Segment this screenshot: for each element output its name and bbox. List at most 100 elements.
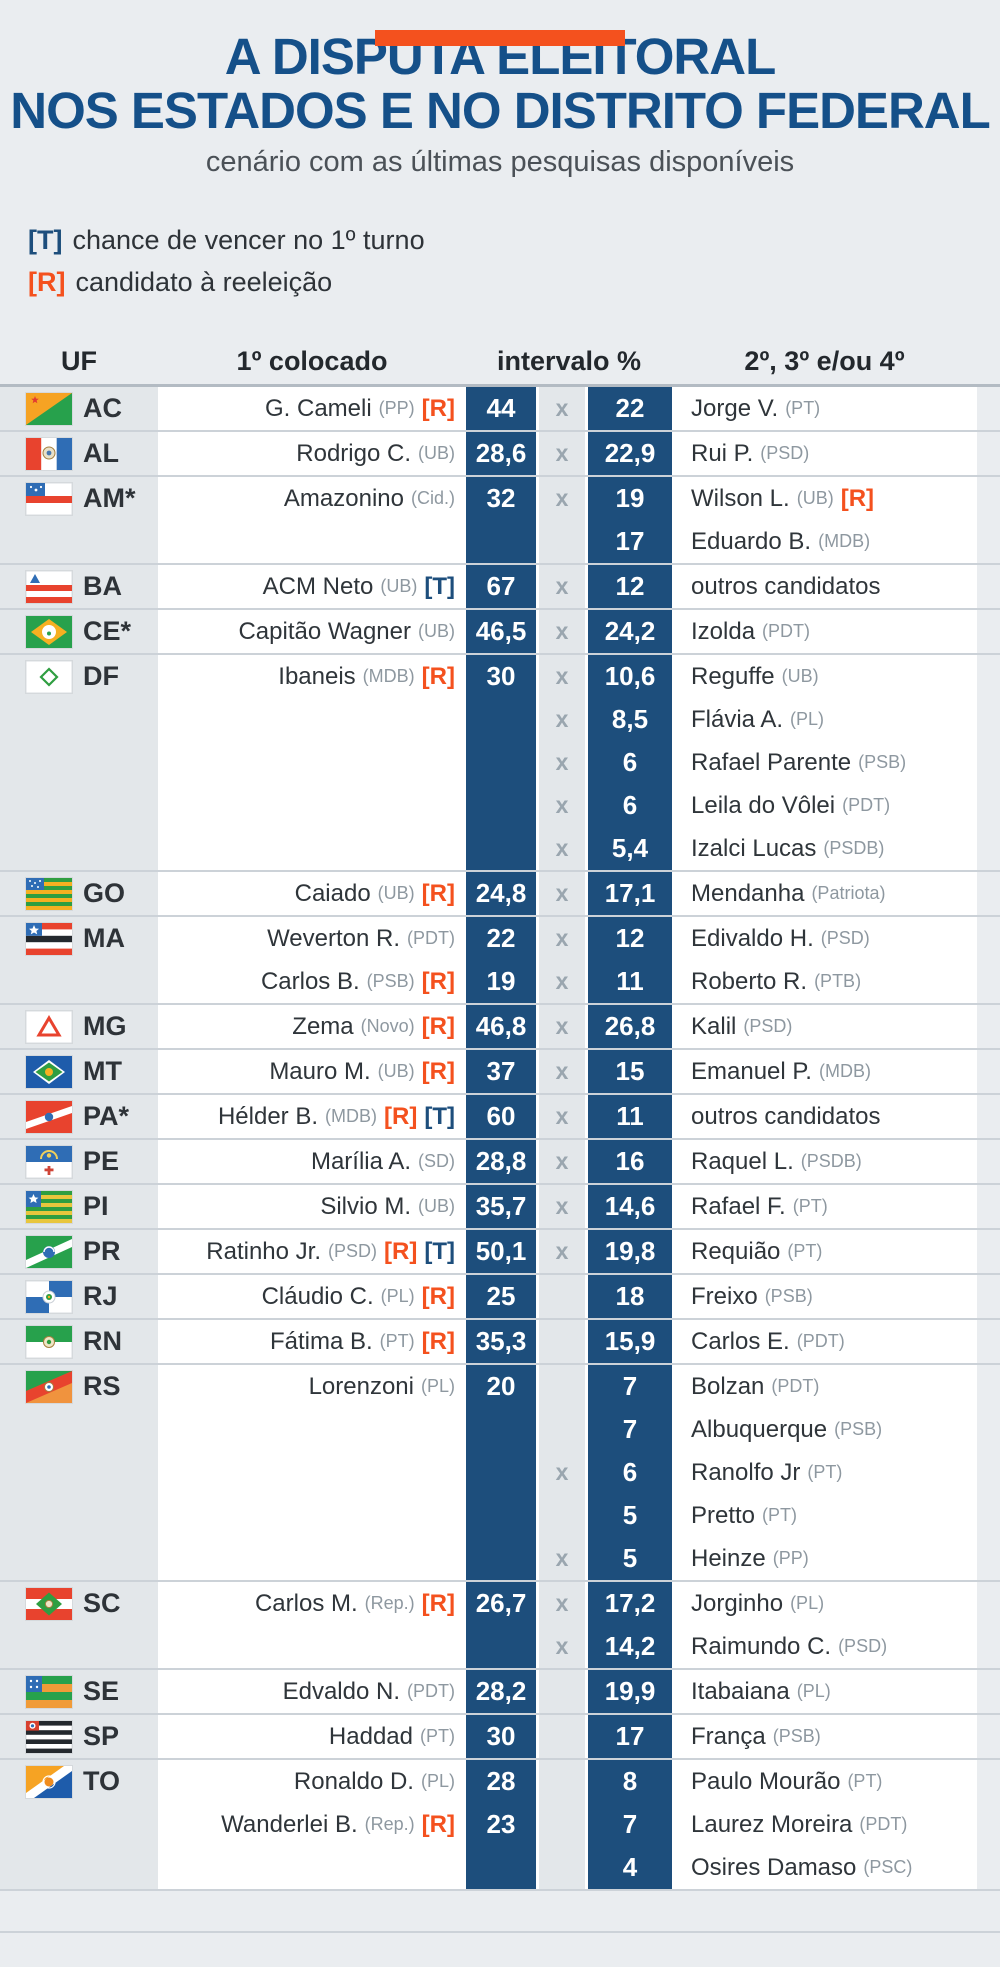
reelection-tag: [R] — [421, 967, 455, 995]
top-accent-bar — [375, 30, 625, 46]
uf-inner: BA — [0, 565, 158, 608]
uf-label: GO — [83, 878, 126, 908]
others-value: 19,9 — [604, 1676, 656, 1706]
others-interval-bar: 22 — [588, 387, 672, 430]
others-value: 7 — [622, 1414, 638, 1444]
others-interval-bar: 19 17 — [588, 477, 672, 563]
candidate-party: (PSD) — [838, 1636, 888, 1656]
others-interval-bar: 15,9 — [588, 1320, 672, 1363]
others-value: 7 — [622, 1371, 638, 1401]
candidate-line — [158, 1846, 466, 1889]
others-cell: Itabaiana (PL) — [672, 1670, 977, 1713]
candidate-party: (UB) — [377, 1061, 415, 1081]
first-place-cell: Rodrigo C. (UB) — [158, 432, 466, 475]
candidate-party: (Patriota) — [811, 883, 886, 903]
candidate-name: Eduardo B. — [691, 527, 812, 555]
first-place-value: 60 — [486, 1101, 516, 1131]
state-row-TO: TO Ronaldo D. (PL) Wanderlei B. (Rep.) [R] 28 2… — [0, 1760, 1000, 1891]
candidate-line: Caiado (UB) [R] — [158, 872, 466, 915]
candidate-name: Osires Damaso — [691, 1853, 857, 1881]
candidate-line — [158, 520, 466, 563]
candidate-line — [158, 1494, 466, 1537]
first-place-value: 30 — [486, 661, 516, 691]
others-interval-bar: 12 11 — [588, 917, 672, 1003]
others-value: 19,8 — [604, 1236, 656, 1266]
first-place-value: 44 — [486, 393, 516, 423]
candidate-party: (Rep.) — [364, 1814, 415, 1834]
state-row-CE: CE* Capitão Wagner (UB) 46,5 x 24,2 Izolda (PDT… — [0, 610, 1000, 655]
others-value: 16 — [615, 1146, 645, 1176]
versus-x: x — [555, 1238, 569, 1264]
first-place-value: 23 — [486, 1809, 516, 1839]
versus-column: x — [536, 387, 588, 430]
first-place-cell: Edvaldo N. (PDT) — [158, 1670, 466, 1713]
state-row-RJ: RJ Cláudio C. (PL) [R] 25 18 Freixo (PSB) — [0, 1275, 1000, 1320]
candidate-line: França (PSB) — [672, 1715, 977, 1758]
others-interval-bar: 17,2 14,2 — [588, 1582, 672, 1668]
candidate-line: G. Cameli (PP) [R] — [158, 387, 466, 430]
first-place-value — [466, 741, 536, 784]
versus-column: x — [536, 1230, 588, 1273]
candidate-line: Kalil (PSD) — [672, 1005, 977, 1048]
candidate-line: Albuquerque (PSB) — [672, 1408, 977, 1451]
first-place-value: 28,2 — [475, 1676, 527, 1706]
versus-column: x — [536, 1005, 588, 1048]
versus-x — [539, 1803, 585, 1846]
uf-label: DF — [83, 661, 119, 691]
versus-x: x — [555, 749, 569, 775]
others-cell: Rui P. (PSD) — [672, 432, 977, 475]
first-round-tag: [T] — [424, 572, 455, 600]
candidate-name: Jorge V. — [691, 394, 779, 422]
first-place-value — [466, 784, 536, 827]
candidate-line: Requião (PT) — [672, 1230, 977, 1273]
first-place-value: 50,1 — [475, 1236, 527, 1266]
candidate-line: Marília A. (SD) — [158, 1140, 466, 1183]
candidate-party: (PSB) — [366, 971, 415, 991]
candidate-line: Rui P. (PSD) — [672, 432, 977, 475]
others-value: 17,2 — [604, 1588, 656, 1618]
candidate-line: Raimundo C. (PSD) — [672, 1625, 977, 1668]
versus-x: x — [555, 1058, 569, 1084]
sc-flag-icon — [26, 1587, 72, 1620]
versus-x: x — [555, 663, 569, 689]
candidate-party: (PDT) — [771, 1376, 820, 1396]
uf-inner: RN — [0, 1320, 158, 1363]
candidate-party: (SD) — [418, 1151, 455, 1171]
versus-x — [539, 1320, 585, 1363]
candidate-name: Weverton R. — [267, 924, 400, 952]
others-interval-bar: 26,8 — [588, 1005, 672, 1048]
others-cell: Freixo (PSB) — [672, 1275, 977, 1318]
others-interval-bar: 14,6 — [588, 1185, 672, 1228]
state-row-PA: PA* Hélder B. (MDB) [R] [T] 60 x 11 outros candi… — [0, 1095, 1000, 1140]
others-cell: França (PSB) — [672, 1715, 977, 1758]
candidate-line: Edvaldo N. (PDT) — [158, 1670, 466, 1713]
state-row-AL: AL Rodrigo C. (UB) 28,6 x 22,9 Rui P. (PSD) — [0, 432, 1000, 477]
candidate-line: Paulo Mourão (PT) — [672, 1760, 977, 1803]
candidate-name: Caiado — [294, 879, 371, 907]
uf-label: CE* — [83, 616, 132, 646]
first-place-cell: ACM Neto (UB) [T] — [158, 565, 466, 608]
uf-cell: MA — [0, 917, 158, 1003]
versus-x: x — [555, 1590, 569, 1616]
candidate-party: (PT) — [785, 398, 821, 418]
first-place-cell: Carlos M. (Rep.) [R] — [158, 1582, 466, 1668]
versus-x: x — [555, 1013, 569, 1039]
candidate-party: (PDT) — [762, 621, 811, 641]
versus-x — [539, 1494, 585, 1537]
candidate-line: Wilson L. (UB) [R] — [672, 477, 977, 520]
others-cell: outros candidatos — [672, 1095, 977, 1138]
first-place-interval-bar: 46,8 — [466, 1005, 536, 1048]
first-place-value: 32 — [486, 483, 516, 513]
first-place-value: 35,7 — [475, 1191, 527, 1221]
first-place-interval-bar: 25 — [466, 1275, 536, 1318]
others-cell: Reguffe (UB) Flávia A. (PL) Rafael Parente (P… — [672, 655, 977, 870]
uf-cell: PR — [0, 1230, 158, 1273]
candidate-name: Rui P. — [691, 439, 754, 467]
uf-label: PE — [83, 1146, 120, 1176]
uf-cell: PE — [0, 1140, 158, 1183]
reelection-tag: [R] — [384, 1237, 418, 1265]
others-value: 15,9 — [604, 1326, 656, 1356]
others-cell: Raquel L. (PSDB) — [672, 1140, 977, 1183]
candidate-name: Raquel L. — [691, 1147, 794, 1175]
